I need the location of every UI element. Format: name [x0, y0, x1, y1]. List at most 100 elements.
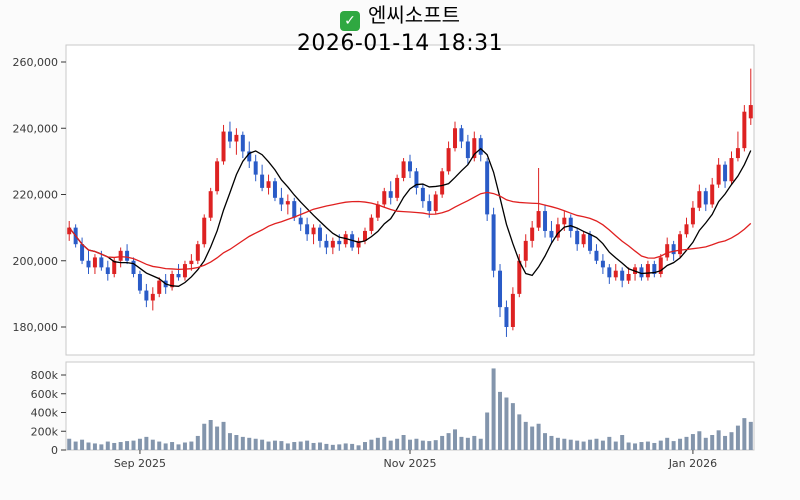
candle-body [202, 217, 207, 245]
volume-bar [279, 441, 284, 450]
volume-bar [652, 442, 657, 450]
volume-bar [369, 439, 374, 450]
candle-body [536, 211, 541, 228]
candle-body [272, 181, 277, 198]
candle-body [697, 191, 702, 208]
candle-body [639, 267, 644, 278]
ma-short-line [68, 147, 752, 287]
volume-bar [350, 443, 355, 450]
volume-bar [337, 444, 342, 450]
volume-bar [92, 443, 97, 450]
candle-body [118, 250, 123, 261]
svg-text:Nov 2025: Nov 2025 [384, 457, 437, 470]
volume-bar [594, 438, 599, 450]
candle-body [543, 211, 548, 231]
candle-body [459, 128, 464, 142]
volume-bar [710, 435, 715, 450]
candle-body [401, 161, 406, 178]
candle-body [227, 131, 232, 142]
candle-body [665, 244, 670, 258]
volume-bar [459, 436, 464, 450]
candle-body [581, 234, 586, 245]
candle-body [472, 138, 477, 159]
volume-bar [234, 435, 239, 450]
candle-body [247, 151, 252, 162]
volume-bar [427, 441, 432, 450]
volume-bar [131, 440, 136, 450]
volume-bar [517, 414, 522, 450]
volume-bar [317, 442, 322, 450]
candle-body [420, 187, 425, 202]
price-axis: 260,000 240,000 220,000 200,000 180,000 [13, 56, 66, 334]
volume-bar [742, 418, 747, 450]
candle-body [620, 270, 625, 281]
volume-bar [568, 439, 573, 450]
candle-body [735, 148, 740, 159]
candle-body [555, 224, 560, 238]
volume-bar [716, 430, 721, 450]
volume-bar [575, 440, 580, 450]
volume-bar [240, 436, 245, 450]
volume-bar [748, 421, 753, 450]
svg-text:240,000: 240,000 [13, 122, 59, 135]
candle-body [716, 164, 721, 185]
volume-bar [292, 442, 297, 450]
candle-body [369, 217, 374, 231]
candle-body [523, 240, 528, 261]
candle-body [253, 161, 258, 175]
date-axis: Sep 2025 Nov 2025 Jan 2026 [114, 450, 717, 470]
volume-bar [504, 397, 509, 450]
candle-body [588, 234, 593, 251]
candle-body [144, 290, 149, 301]
volume-bar [600, 440, 605, 450]
candle-body [137, 274, 142, 291]
candle-body [189, 260, 194, 265]
volume-bar [388, 440, 393, 450]
volume-bar [478, 438, 483, 450]
candle-body [305, 224, 310, 235]
candle-body [131, 260, 136, 274]
volume-bar [112, 442, 117, 450]
volume-bar [305, 440, 310, 450]
volume-bar [498, 391, 503, 450]
candle-body [182, 264, 187, 278]
volume-bar [137, 438, 142, 450]
candle-body [157, 280, 162, 294]
volume-bar [671, 441, 676, 450]
candle-body [388, 191, 393, 198]
volume-bar [562, 438, 567, 450]
volume-bar [298, 441, 303, 450]
volume-bar [523, 421, 528, 450]
volume-bar [543, 433, 548, 450]
volume-bar [465, 437, 470, 450]
candle-body [170, 274, 175, 288]
candle-body [279, 197, 284, 205]
volume-bar [80, 439, 85, 450]
price-panel [65, 44, 755, 356]
volume-bar [311, 442, 316, 450]
candle-body [517, 260, 522, 294]
candle-body [86, 260, 91, 268]
candle-body [112, 260, 117, 274]
volume-bar [620, 435, 625, 450]
ma-long-line [68, 191, 752, 271]
volume-bar [613, 441, 618, 450]
candle-body [607, 267, 612, 278]
candle-body [549, 230, 554, 238]
volume-bar [414, 438, 419, 450]
candle-body [324, 240, 329, 248]
volume-bar [510, 403, 515, 450]
candle-body [67, 227, 72, 235]
volume-bar [633, 443, 638, 450]
volume-bar [433, 440, 438, 450]
volume-bar [208, 420, 213, 450]
volume-bar [639, 442, 644, 450]
candle-body [408, 161, 412, 172]
volume-bar [356, 445, 361, 450]
candle-body [92, 257, 97, 268]
volume-bar [678, 438, 683, 450]
volume-bar [729, 432, 734, 450]
volume-bar [227, 433, 232, 450]
volume-bar [697, 431, 702, 450]
